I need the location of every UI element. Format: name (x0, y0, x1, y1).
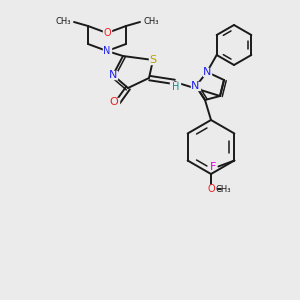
Text: N: N (103, 46, 111, 56)
Text: H: H (172, 82, 180, 92)
Bar (203, 68, 211, 76)
Text: N: N (203, 67, 211, 77)
Text: N: N (191, 81, 199, 91)
Text: O: O (110, 97, 118, 107)
Bar (103, 47, 111, 55)
Text: S: S (149, 55, 157, 65)
Bar (148, 56, 158, 64)
Bar (103, 29, 111, 37)
Bar (190, 82, 200, 90)
Bar (206, 185, 215, 193)
Text: CH₃: CH₃ (56, 17, 71, 26)
Bar (170, 82, 180, 90)
Bar (109, 71, 117, 79)
Text: O: O (103, 28, 111, 38)
Text: O: O (207, 184, 215, 194)
Text: CH₃: CH₃ (143, 17, 158, 26)
Bar (110, 98, 118, 106)
Text: N: N (109, 70, 117, 80)
Text: F: F (210, 161, 217, 172)
Text: CH₃: CH₃ (216, 184, 232, 194)
